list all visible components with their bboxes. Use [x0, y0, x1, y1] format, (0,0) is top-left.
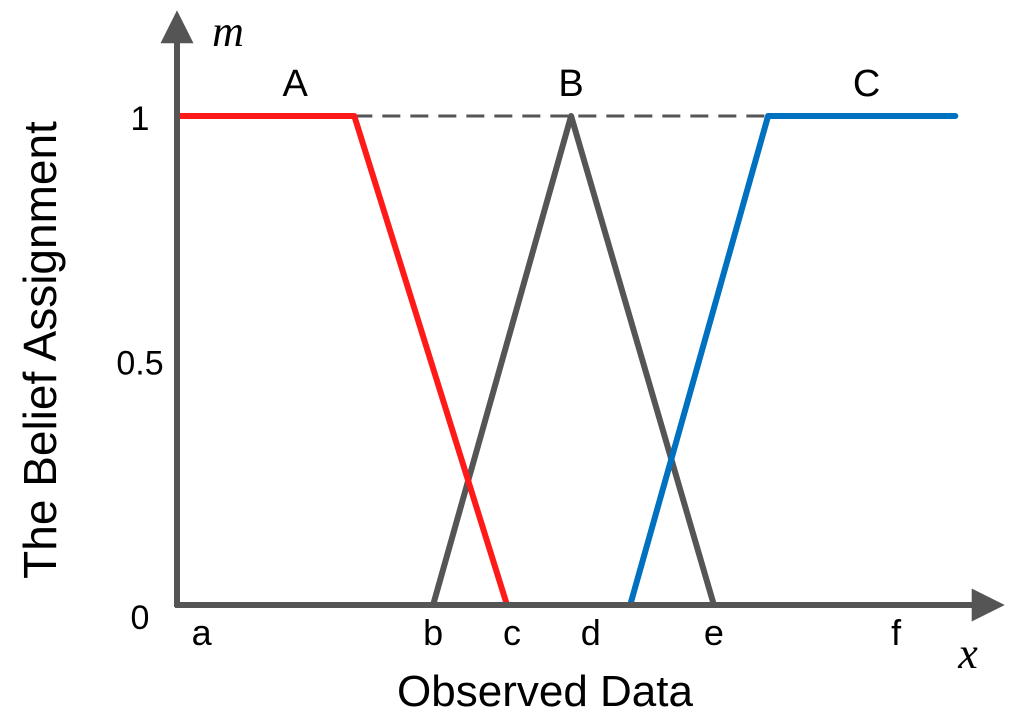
y-axis-symbol: m [212, 7, 244, 56]
x-axis-symbol: x [957, 629, 978, 678]
series-c-line [627, 113, 959, 608]
series-label-a: A [283, 63, 309, 105]
x-point-label-f: f [891, 612, 902, 653]
x-point-label-e: e [704, 612, 724, 653]
y-tick-label: 0.5 [116, 345, 163, 383]
x-axis-title: Observed Data [397, 667, 693, 716]
series-label-c: C [853, 63, 880, 105]
x-point-label-b: b [423, 612, 443, 653]
y-axis-title: The Belief Assignment [14, 121, 66, 579]
x-point-label-d: d [581, 612, 601, 653]
series-b-line [430, 113, 717, 608]
series-label-b: B [558, 63, 583, 105]
series-layer [174, 113, 959, 608]
y-tick-label: 0 [131, 599, 150, 637]
x-point-label-c: c [503, 612, 521, 653]
series-a-line [174, 113, 510, 608]
tick-layer: A B C 0 0.5 1 a b c d e f [116, 63, 902, 653]
x-point-label-a: a [192, 612, 213, 653]
y-tick-label: 1 [131, 100, 150, 138]
